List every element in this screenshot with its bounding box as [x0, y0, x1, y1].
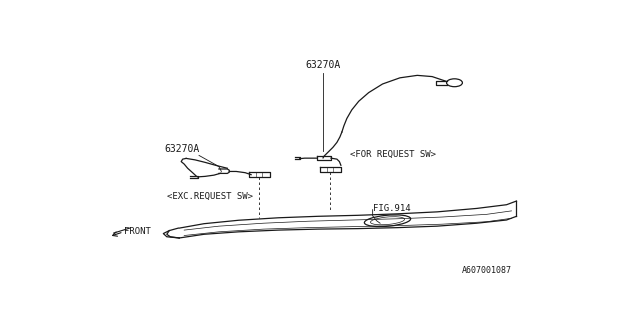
Text: 63270A: 63270A — [164, 144, 199, 154]
Text: <EXC.REQUEST SW>: <EXC.REQUEST SW> — [167, 192, 253, 201]
Text: FRONT: FRONT — [124, 227, 150, 236]
Text: <FOR REQUEST SW>: <FOR REQUEST SW> — [350, 150, 436, 159]
Text: A607001087: A607001087 — [461, 266, 511, 275]
Text: 63270A: 63270A — [305, 60, 340, 70]
Text: FIG.914: FIG.914 — [372, 204, 410, 213]
